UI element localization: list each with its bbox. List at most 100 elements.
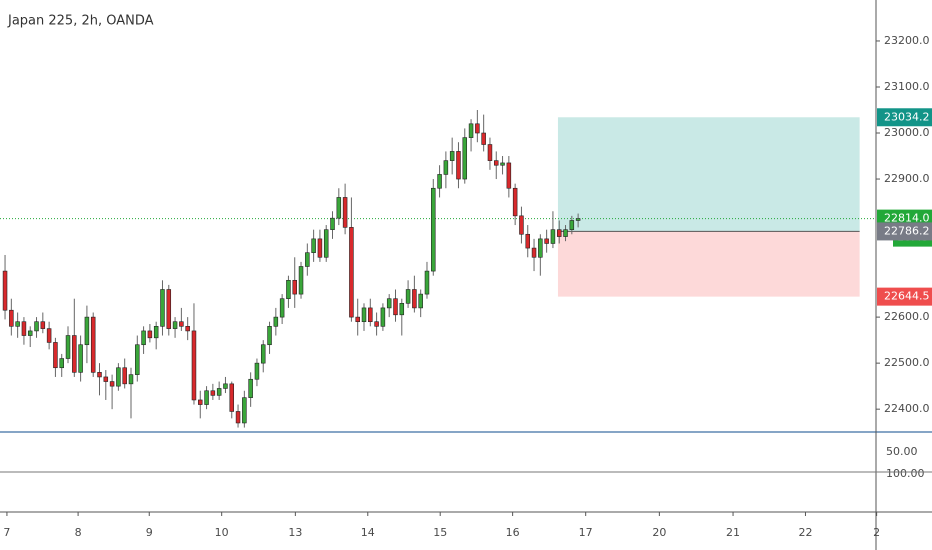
candle-body (235, 411, 241, 424)
candle-body (563, 229, 568, 237)
x-tick-label: 22 (798, 526, 812, 539)
x-tick-label: 20 (652, 526, 666, 539)
x-tick-label: 7 (3, 526, 10, 539)
candle-body (59, 358, 64, 369)
stop-label-bg (877, 287, 932, 306)
candle-body (204, 390, 209, 405)
candle-body (273, 316, 279, 327)
y-tick-label: 23000.0 (884, 126, 930, 139)
candle-body (78, 344, 83, 373)
candle-body (141, 330, 146, 346)
candle-body (90, 316, 96, 373)
candle-body (336, 197, 342, 219)
candle-body (242, 397, 247, 424)
candle-body (449, 151, 455, 161)
candle-body (153, 326, 159, 339)
candle-body (412, 289, 417, 309)
x-tick-label: 17 (579, 526, 593, 539)
candle-body (216, 388, 222, 396)
candle-body (210, 390, 216, 396)
indicator-tick-label: 100.00 (886, 467, 925, 480)
candle-body (487, 144, 493, 161)
candle-body (368, 307, 373, 323)
candle-body (550, 229, 556, 244)
candle-body (386, 298, 392, 309)
candle-body (393, 298, 398, 316)
candle-body (34, 321, 39, 332)
candle-body (128, 374, 134, 385)
candle-body (21, 321, 27, 336)
candle-body (468, 123, 474, 138)
candle-body (443, 160, 449, 175)
target-zone (557, 117, 860, 232)
candle-body (531, 247, 537, 258)
candle-body (229, 383, 235, 412)
candle-body (305, 252, 310, 267)
candle-body (462, 137, 468, 180)
y-tick-label: 23200.0 (884, 34, 930, 47)
candle-body (292, 279, 297, 295)
candle-body (349, 227, 354, 318)
candle-body (109, 381, 115, 387)
x-tick-label: 16 (506, 526, 520, 539)
candle-body (172, 321, 178, 329)
x-tick-label: 10 (215, 526, 229, 539)
candle-body (544, 238, 549, 244)
candle-body (279, 298, 285, 318)
candle-body (84, 316, 90, 346)
x-tick-label: 8 (75, 526, 82, 539)
plot (0, 110, 876, 428)
candle-body (53, 342, 58, 369)
candle-body (361, 307, 367, 323)
candle-body (456, 151, 461, 180)
candle-body (380, 307, 386, 327)
target-label-bg (877, 108, 932, 127)
candle-body (317, 238, 323, 258)
candle-body (286, 279, 291, 300)
candle-body (166, 289, 172, 329)
candle-body (122, 367, 127, 385)
candle-body (355, 316, 360, 323)
candle-body (538, 238, 543, 258)
candle-body (267, 326, 272, 346)
candle-body (223, 383, 228, 389)
candle-body (494, 160, 499, 166)
candle-body (437, 174, 442, 189)
candle-body (330, 217, 335, 230)
y-tick-label: 22600.0 (884, 310, 930, 323)
y-tick-label: 22400.0 (884, 402, 930, 415)
stop-label: 22644.5 (884, 290, 930, 303)
candle-body (248, 378, 253, 398)
candle-body (260, 344, 266, 364)
candle-body (72, 335, 77, 373)
x-tick-label: 14 (361, 526, 375, 539)
candle-body (65, 335, 71, 359)
candle-body (179, 321, 184, 327)
x-tick-label: 21 (726, 526, 740, 539)
candle-body (512, 187, 518, 217)
candle-body (556, 229, 562, 237)
entry-label: 22786.2 (884, 224, 930, 237)
candle-body (525, 233, 530, 249)
candle-body (569, 220, 575, 230)
y-tick-label: 22500.0 (884, 356, 930, 369)
x-tick-label: 9 (146, 526, 153, 539)
candle-body (147, 330, 153, 339)
candle-body (342, 197, 348, 228)
candle-body (519, 215, 524, 235)
candle-body (40, 321, 46, 329)
target-label: 23034.2 (884, 110, 930, 123)
current-price-label: 22814.0 (884, 212, 930, 225)
candle-body (374, 321, 379, 327)
candle-body (97, 372, 102, 378)
entry-label-bg (877, 222, 932, 241)
candle-body (424, 270, 430, 295)
candle-body (500, 162, 505, 166)
candle-body (311, 238, 316, 253)
candle-body (405, 289, 411, 304)
candle-body (9, 309, 14, 327)
candle-body (27, 330, 33, 336)
candle-body (481, 132, 486, 145)
candle-body (185, 326, 190, 332)
